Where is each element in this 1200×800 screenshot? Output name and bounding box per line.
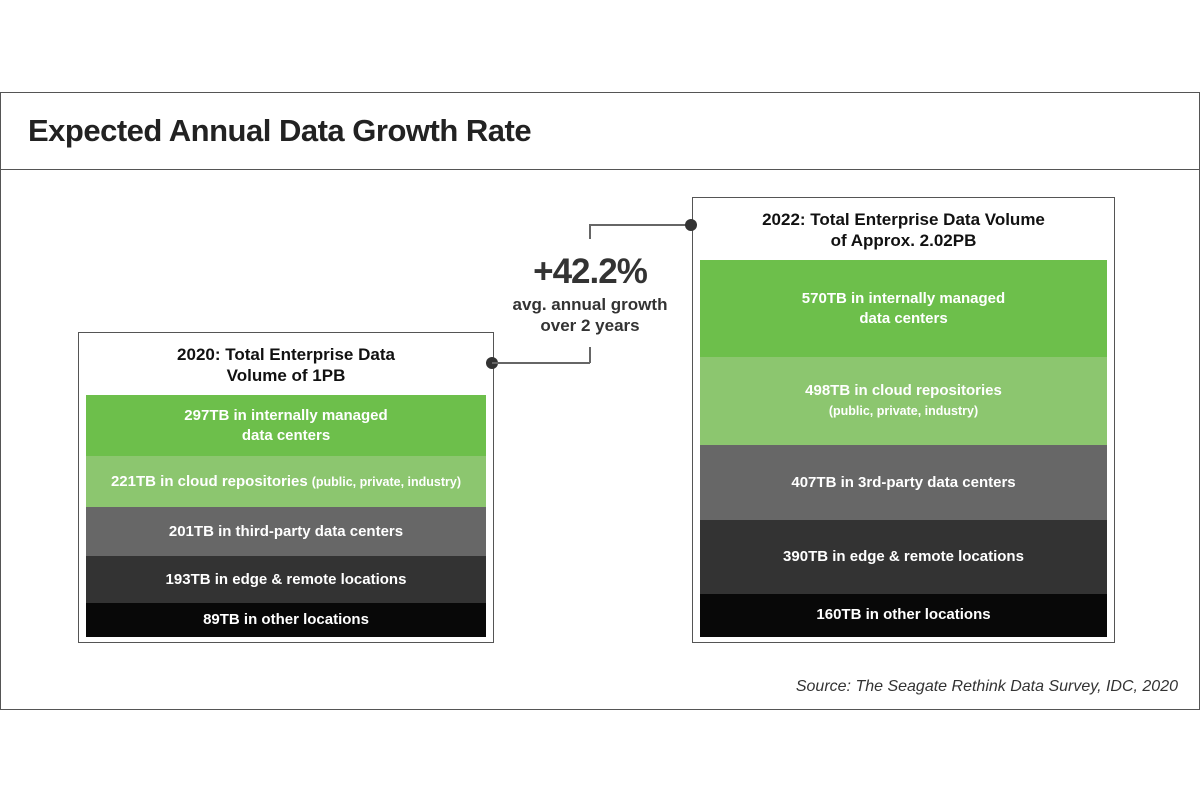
- growth-label-line2: over 2 years: [540, 316, 640, 335]
- segment-label: 221TB in cloud repositories: [110, 472, 308, 490]
- connector-line: [589, 347, 591, 363]
- growth-value: +42.2%: [533, 252, 648, 291]
- segment-label: 297TB in internally managed: [184, 406, 388, 424]
- segment-label: 201TB in third-party data centers: [168, 522, 404, 540]
- segment-label: 160TB in other locations: [816, 606, 991, 624]
- segment-label-line2: (public, private, industry): [828, 403, 979, 418]
- bar-2020-segment-2: 201TB in third-party data centers: [86, 507, 486, 556]
- segment-label-line2: (public, private, industry): [311, 474, 462, 489]
- growth-label-line1: avg. annual growth: [512, 295, 668, 314]
- segment-label: 407TB in 3rd-party data centers: [791, 473, 1016, 491]
- segment-label: 498TB in cloud repositories: [805, 381, 1002, 399]
- connector-line: [589, 224, 591, 239]
- bar-2022-segment-0: 570TB in internally managed data centers: [700, 260, 1107, 358]
- bar-2020-segment-0: 297TB in internally managed data centers: [86, 395, 486, 457]
- bar-2022-title-line1: 2022: Total Enterprise Data Volume: [762, 210, 1045, 229]
- bar-2020: 2020: Total Enterprise Data Volume of 1P…: [78, 332, 494, 643]
- segment-label-line2: data centers: [859, 309, 948, 327]
- bar-2020-title-line1: 2020: Total Enterprise Data: [177, 345, 395, 364]
- connector-line: [589, 224, 689, 226]
- bar-2020-segment-3: 193TB in edge & remote locations: [86, 555, 486, 604]
- bar-2020-title-line2: Volume of 1PB: [226, 366, 346, 385]
- connector-dot-2022: [685, 219, 697, 231]
- segment-label-line2: data centers: [241, 426, 331, 444]
- bar-2022-segment-3: 390TB in edge & remote locations: [700, 520, 1107, 594]
- bar-2022-segment-2: 407TB in 3rd-party data centers: [700, 444, 1107, 521]
- bar-2020-segment-4: 89TB in other locations: [86, 603, 486, 637]
- bar-2022-title-line2: of Approx. 2.02PB: [830, 231, 977, 250]
- bar-2022-segment-4: 160TB in other locations: [700, 593, 1107, 637]
- segment-label: 89TB in other locations: [203, 611, 369, 629]
- infographic-frame: Expected Annual Data Growth Rate: [0, 92, 1200, 710]
- connector-line: [492, 362, 590, 364]
- page-title: Expected Annual Data Growth Rate: [28, 113, 532, 148]
- segment-label: 193TB in edge & remote locations: [165, 570, 407, 588]
- bar-2022-segment-1: 498TB in cloud repositories (public, priv…: [700, 357, 1107, 445]
- segment-label: 570TB in internally managed: [801, 289, 1006, 307]
- bar-2020-segment-1: 221TB in cloud repositories (public, priv…: [86, 456, 486, 508]
- title-bar: Expected Annual Data Growth Rate: [1, 93, 1199, 170]
- source-note: Source: The Seagate Rethink Data Survey,…: [795, 678, 1178, 695]
- segment-label: 390TB in edge & remote locations: [783, 548, 1024, 566]
- bar-2022: 2022: Total Enterprise Data Volume of Ap…: [692, 197, 1115, 643]
